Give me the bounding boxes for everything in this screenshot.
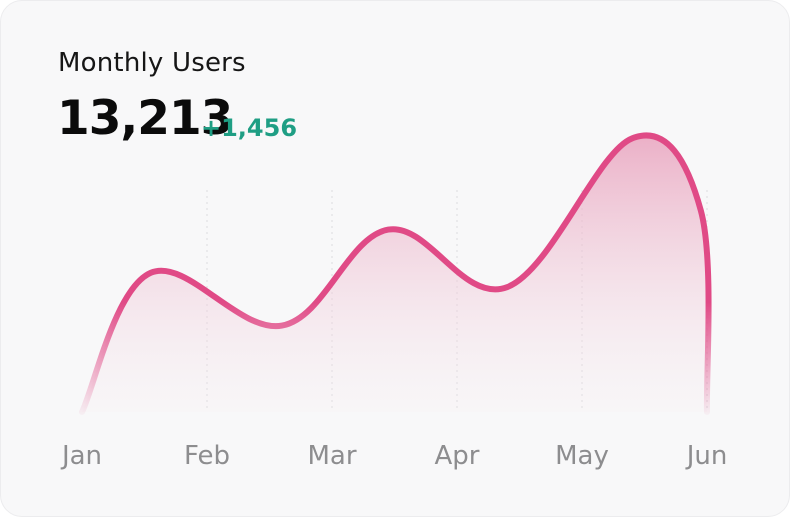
- series-line: [79, 132, 712, 415]
- x-tick-label-jun: Jun: [685, 441, 728, 471]
- delta-badge: +1,456: [201, 114, 298, 142]
- x-tick-label-apr: Apr: [435, 441, 480, 471]
- x-tick-label-jan: Jan: [60, 441, 102, 471]
- x-tick-label-mar: Mar: [307, 441, 356, 471]
- total-users-value: 13,213: [57, 91, 233, 146]
- x-tick-label-feb: Feb: [184, 441, 230, 471]
- series-area: [82, 135, 709, 412]
- x-axis-ticks: Jan Feb Mar Apr May Jun: [60, 441, 727, 471]
- x-tick-label-may: May: [555, 441, 609, 471]
- card-title: Monthly Users: [58, 48, 246, 78]
